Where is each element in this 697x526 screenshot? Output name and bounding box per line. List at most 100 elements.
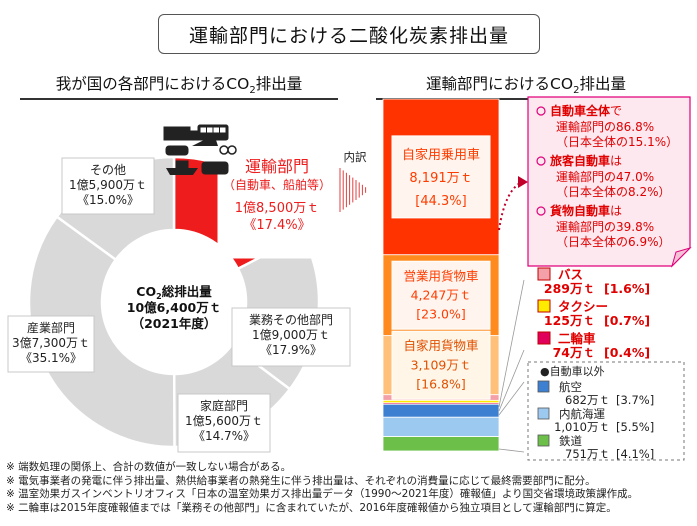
pie-center-line1: CO2総排出量 bbox=[136, 284, 212, 301]
callout-item-head: 貨物自動車は bbox=[550, 203, 622, 218]
callout-item-line2: 運輸部門の47.0% bbox=[556, 169, 654, 184]
callout-item-head: 自動車全体で bbox=[550, 103, 622, 118]
legend-pct: [0.4%] bbox=[604, 345, 650, 360]
ship-icon bbox=[166, 168, 198, 175]
pie-center-year: （2021年度） bbox=[132, 316, 217, 331]
legend-pct: [0.7%] bbox=[604, 313, 650, 328]
bar-label-box bbox=[391, 330, 491, 400]
bar-label-amount: 3,109万ｔ bbox=[411, 357, 472, 372]
left-section-heading: 我が国の各部門におけるCO2排出量 bbox=[20, 72, 338, 101]
legend-amount: 751万ｔ bbox=[565, 447, 610, 461]
car-icon bbox=[165, 145, 189, 156]
non-auto-frame bbox=[527, 361, 685, 461]
bus-window bbox=[200, 127, 206, 133]
naiyaku-label: 内訳 bbox=[344, 150, 367, 164]
left-heading-pre: 我が国の各部門における bbox=[55, 75, 227, 93]
bar-label-private_car: 自家用乗用車 8,191万ｔ [44.3%] bbox=[391, 135, 491, 219]
pie-label-pct: 《17.9%》 bbox=[260, 343, 322, 357]
pie-label-name: 運輸部門 bbox=[245, 157, 309, 176]
bar-label-box bbox=[391, 260, 491, 330]
right-heading-pre: 運輸部門における bbox=[426, 75, 551, 93]
bar-segment-rail bbox=[382, 436, 500, 452]
pie-label-pct: 《17.4%》 bbox=[243, 218, 310, 233]
pie-label-box bbox=[231, 307, 351, 367]
pie-label-pct: 《35.1%》 bbox=[20, 351, 82, 365]
right-heading-sub: 2 bbox=[573, 85, 580, 97]
pie-label-box bbox=[61, 157, 155, 215]
bicycle-wheel-icon bbox=[227, 145, 237, 155]
bar-label-name: 自家用貨物車 bbox=[403, 338, 478, 353]
bar-label-amount: 8,191万ｔ bbox=[409, 171, 472, 186]
bar-label-commercial_truck: 営業用貨物車 4,247万ｔ [23.0%] bbox=[391, 260, 491, 330]
legend-swatch-taxi bbox=[537, 299, 551, 313]
footnote: ※ 端数処理の関係上、合計の数値が一致しない場合がある。 bbox=[6, 461, 292, 473]
callout-item-line3: （日本全体の6.9%） bbox=[556, 234, 671, 249]
transport-icons bbox=[163, 124, 237, 175]
callout-bullet-icon bbox=[536, 156, 546, 166]
legend-pct: [4.1%] bbox=[616, 447, 654, 461]
non-auto-heading: ●自動車以外 bbox=[540, 364, 605, 378]
legend-amount: 682万ｔ bbox=[565, 393, 610, 407]
connector-line bbox=[498, 279, 525, 408]
footnote: ※ 電気事業者の発電に伴う排出量、熱供給事業者の熱発生に伴う排出量は、それぞれの… bbox=[6, 474, 596, 487]
bar-label-pct: [23.0%] bbox=[416, 306, 465, 321]
footnote: ※ 温室効果ガスインベントリオフィス「日本の温室効果ガス排出量データ（1990～… bbox=[6, 488, 639, 500]
pie-label-amount: 1億9,000万ｔ bbox=[252, 328, 330, 342]
page-title: 運輸部門における二酸化炭素排出量 bbox=[158, 14, 540, 54]
left-heading-sub: 2 bbox=[249, 85, 256, 97]
bar-label-name: 営業用貨物車 bbox=[403, 268, 478, 283]
legend-pct: [1.6%] bbox=[604, 281, 650, 296]
callout-item-head: 旅客自動車は bbox=[550, 153, 622, 168]
legend-pct: [3.7%] bbox=[616, 393, 654, 407]
legend-amount: 125万ｔ bbox=[544, 313, 595, 328]
footnotes: ※ 端数処理の関係上、合計の数値が一致しない場合がある。 ※ 電気事業者の発電に… bbox=[6, 461, 696, 515]
bar-label-pct: [16.8%] bbox=[416, 376, 465, 391]
pie-label-pct: 《15.0%》 bbox=[77, 193, 139, 207]
callout-fold bbox=[670, 246, 692, 268]
right-section-heading: 運輸部門におけるCO2排出量 bbox=[376, 72, 676, 101]
legend-amount: 74万ｔ bbox=[553, 345, 595, 360]
left-heading-post: 排出量 bbox=[255, 75, 303, 93]
callout-item-line2: 運輸部門の39.8% bbox=[556, 219, 654, 234]
train-icon bbox=[201, 161, 229, 175]
pie-label-name: 業務その他部門 bbox=[249, 312, 333, 327]
legend-pct: [5.5%] bbox=[616, 420, 654, 434]
connector-line bbox=[498, 381, 525, 416]
pie-label-box bbox=[7, 315, 95, 373]
bus-window bbox=[220, 127, 226, 133]
connector-lines bbox=[498, 279, 525, 453]
truck-icon bbox=[163, 126, 191, 141]
pie-label-amount: 3億7,300万ｔ bbox=[12, 336, 90, 350]
bar-label-private_truck: 自家用貨物車 3,109万ｔ [16.8%] bbox=[391, 330, 491, 400]
callout-bullet-icon bbox=[536, 206, 546, 216]
pie-label-name: 家庭部門 bbox=[200, 398, 248, 413]
pie-label-box bbox=[217, 151, 337, 259]
footnote: ※ 二輪車は2015年度確報値までは「業務その他部門」に含まれていたが、2016… bbox=[6, 501, 617, 514]
legend-swatch-aviation bbox=[537, 380, 550, 393]
callout-arrow-head bbox=[518, 176, 528, 188]
pie-label-box bbox=[177, 393, 271, 453]
callout-item-line3: （日本全体の15.1%） bbox=[556, 134, 678, 149]
ship-cabin-icon bbox=[175, 160, 189, 169]
bus-window bbox=[207, 127, 213, 133]
pie-label-name: その他 bbox=[90, 163, 126, 177]
left-heading-co: CO bbox=[226, 75, 250, 93]
bar-label-name: 自家用乗用車 bbox=[402, 147, 480, 163]
pie-center-total: 10億6,400万ｔ bbox=[127, 300, 221, 315]
bus-window bbox=[213, 127, 219, 133]
connector-line bbox=[498, 349, 525, 412]
legend-label: 鉄道 bbox=[559, 434, 582, 448]
right-heading-co: CO bbox=[550, 75, 574, 93]
legend-label: 航空 bbox=[559, 380, 582, 394]
expand-arrow bbox=[339, 168, 367, 212]
right-heading-post: 排出量 bbox=[579, 75, 626, 93]
pie-label-amount: 1億8,500万ｔ bbox=[235, 200, 320, 216]
callout-arrow bbox=[498, 181, 523, 231]
